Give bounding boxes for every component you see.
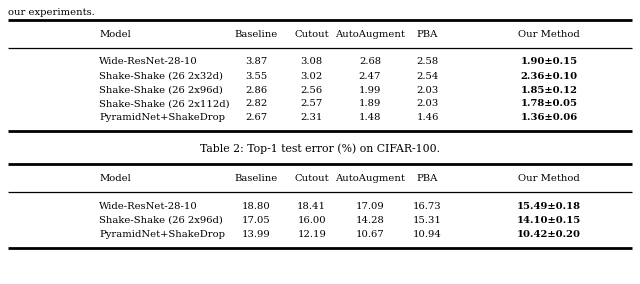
Text: 2.47: 2.47 (359, 72, 381, 81)
Text: 2.56: 2.56 (301, 85, 323, 95)
Text: PBA: PBA (417, 30, 438, 39)
Text: 17.05: 17.05 (242, 216, 270, 225)
Text: Shake-Shake (26 2x96d): Shake-Shake (26 2x96d) (99, 216, 223, 225)
Text: 16.00: 16.00 (298, 216, 326, 225)
Text: AutoAugment: AutoAugment (335, 174, 405, 183)
Text: 3.08: 3.08 (301, 57, 323, 66)
Text: 3.55: 3.55 (245, 72, 267, 81)
Text: 2.36±0.10: 2.36±0.10 (520, 72, 578, 81)
Text: 10.94: 10.94 (413, 230, 442, 239)
Text: PyramidNet+ShakeDrop: PyramidNet+ShakeDrop (99, 230, 225, 239)
Text: Model: Model (99, 30, 131, 39)
Text: Cutout: Cutout (294, 174, 329, 183)
Text: 2.03: 2.03 (417, 85, 438, 95)
Text: 15.49±0.18: 15.49±0.18 (517, 202, 581, 211)
Text: Wide-ResNet-28-10: Wide-ResNet-28-10 (99, 202, 198, 211)
Text: PyramidNet+ShakeDrop: PyramidNet+ShakeDrop (99, 113, 225, 122)
Text: 2.31: 2.31 (301, 113, 323, 122)
Text: PBA: PBA (417, 174, 438, 183)
Text: 1.85±0.12: 1.85±0.12 (520, 85, 578, 95)
Text: Wide-ResNet-28-10: Wide-ResNet-28-10 (99, 57, 198, 66)
Text: 2.54: 2.54 (417, 72, 438, 81)
Text: 3.87: 3.87 (245, 57, 267, 66)
Text: 1.48: 1.48 (358, 113, 381, 122)
Text: 12.19: 12.19 (297, 230, 326, 239)
Text: Shake-Shake (26 2x112d): Shake-Shake (26 2x112d) (99, 99, 230, 108)
Text: 18.80: 18.80 (242, 202, 270, 211)
Text: 1.89: 1.89 (359, 99, 381, 108)
Text: 1.78±0.05: 1.78±0.05 (520, 99, 578, 108)
Text: our experiments.: our experiments. (8, 8, 95, 17)
Text: 16.73: 16.73 (413, 202, 442, 211)
Text: 2.86: 2.86 (245, 85, 267, 95)
Text: 1.90±0.15: 1.90±0.15 (520, 57, 578, 66)
Text: Model: Model (99, 174, 131, 183)
Text: Baseline: Baseline (234, 30, 278, 39)
Text: 10.42±0.20: 10.42±0.20 (517, 230, 581, 239)
Text: Shake-Shake (26 2x96d): Shake-Shake (26 2x96d) (99, 85, 223, 95)
Text: 2.03: 2.03 (417, 99, 438, 108)
Text: 2.67: 2.67 (245, 113, 267, 122)
Text: AutoAugment: AutoAugment (335, 30, 405, 39)
Text: 18.41: 18.41 (297, 202, 326, 211)
Text: 15.31: 15.31 (413, 216, 442, 225)
Text: 1.36±0.06: 1.36±0.06 (520, 113, 578, 122)
Text: Our Method: Our Method (518, 174, 580, 183)
Text: 13.99: 13.99 (242, 230, 270, 239)
Text: Our Method: Our Method (518, 30, 580, 39)
Text: 2.58: 2.58 (417, 57, 438, 66)
Text: 2.82: 2.82 (245, 99, 267, 108)
Text: 10.67: 10.67 (356, 230, 384, 239)
Text: 14.10±0.15: 14.10±0.15 (517, 216, 581, 225)
Text: 17.09: 17.09 (356, 202, 384, 211)
Text: Table 2: Top-1 test error (%) on CIFAR-100.: Table 2: Top-1 test error (%) on CIFAR-1… (200, 143, 440, 154)
Text: Cutout: Cutout (294, 30, 329, 39)
Text: Baseline: Baseline (234, 174, 278, 183)
Text: 14.28: 14.28 (355, 216, 385, 225)
Text: 2.57: 2.57 (301, 99, 323, 108)
Text: 2.68: 2.68 (359, 57, 381, 66)
Text: Shake-Shake (26 2x32d): Shake-Shake (26 2x32d) (99, 72, 223, 81)
Text: 3.02: 3.02 (301, 72, 323, 81)
Text: 1.46: 1.46 (417, 113, 438, 122)
Text: 1.99: 1.99 (359, 85, 381, 95)
